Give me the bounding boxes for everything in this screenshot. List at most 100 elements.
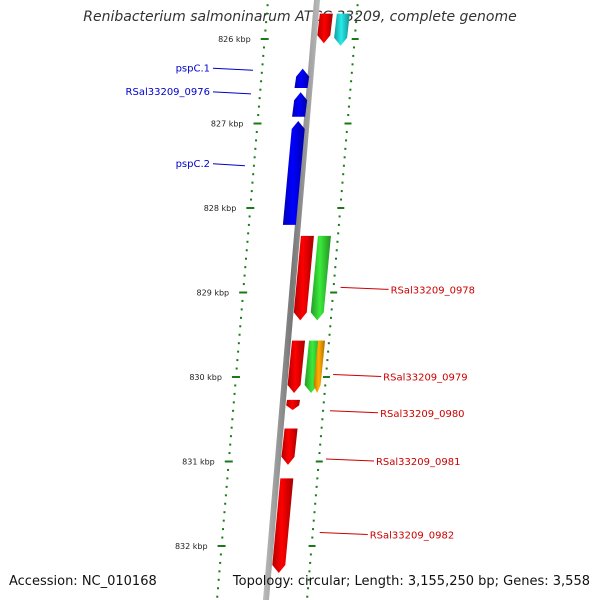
minor-tick-left <box>235 367 238 370</box>
minor-tick-left <box>223 511 226 514</box>
minor-tick-right <box>330 308 333 311</box>
gene-label[interactable]: RSal33209_0980 <box>380 409 464 420</box>
minor-tick-right <box>331 299 334 302</box>
major-tick-left <box>260 38 269 40</box>
minor-tick-right <box>352 54 355 57</box>
minor-tick-left <box>247 232 250 235</box>
minor-tick-right <box>337 232 340 235</box>
minor-tick-left <box>219 553 222 556</box>
minor-tick-right <box>311 536 314 539</box>
minor-tick-right <box>307 578 310 581</box>
major-tick-left <box>217 545 226 547</box>
minor-tick-right <box>333 274 336 277</box>
scale-tick-label: 829 kbp <box>197 289 230 298</box>
minor-tick-left <box>248 215 251 218</box>
scale-tick-label: 830 kbp <box>189 373 222 382</box>
major-tick-right <box>337 207 345 209</box>
feature-gene-0979-b[interactable] <box>313 340 326 394</box>
scale-tick-label: 827 kbp <box>211 120 244 129</box>
topology-text: Topology: circular; Length: 3,155,250 bp… <box>232 574 590 589</box>
gene-label[interactable]: RSal33209_0982 <box>370 530 454 541</box>
minor-tick-left <box>222 519 225 522</box>
minor-tick-left <box>245 257 248 260</box>
minor-tick-left <box>265 12 268 15</box>
label-leader-line <box>340 286 389 290</box>
minor-tick-right <box>328 333 331 336</box>
minor-tick-left <box>232 409 235 412</box>
feature-gene-0978[interactable] <box>310 235 331 321</box>
minor-tick-left <box>219 561 222 564</box>
gene-label[interactable]: RSal33209_0981 <box>376 457 460 468</box>
minor-tick-right <box>306 587 309 590</box>
minor-tick-left <box>226 477 229 480</box>
label-layer: pspC.1 RSal33209_0976 pspC.2 RSal33209_0978… <box>126 63 476 541</box>
minor-tick-right <box>351 63 354 66</box>
minor-tick-left <box>230 426 233 429</box>
feature-cds-forward-1[interactable] <box>294 68 310 89</box>
minor-tick-left <box>232 401 235 404</box>
feature-cds-reverse-0981[interactable] <box>281 428 298 465</box>
gene-label[interactable]: RSal33209_0976 <box>126 87 210 98</box>
minor-tick-left <box>255 130 258 133</box>
feature-cds-reverse-0979[interactable] <box>287 340 306 394</box>
minor-tick-left <box>266 4 269 7</box>
minor-tick-left <box>225 485 228 488</box>
map-title: Renibacterium salmoninarum ATCC 33209, c… <box>83 9 517 25</box>
feature-cds-reverse-top[interactable] <box>317 13 333 44</box>
minor-tick-left <box>221 536 224 539</box>
feature-cds-reverse-0978[interactable] <box>293 235 314 321</box>
minor-tick-left <box>251 181 254 184</box>
minor-tick-right <box>314 502 317 505</box>
feature-cds-reverse-0982[interactable] <box>272 478 294 574</box>
label-leader-line <box>333 373 382 377</box>
minor-tick-left <box>245 249 248 252</box>
backbone-layer <box>263 0 320 600</box>
gene-label[interactable]: pspC.2 <box>176 159 210 170</box>
minor-tick-right <box>337 223 340 226</box>
major-tick-left <box>224 460 233 463</box>
minor-tick-left <box>257 105 260 108</box>
major-tick-left <box>253 122 262 125</box>
minor-tick-left <box>224 494 227 497</box>
scale-tick-label: 832 kbp <box>175 542 208 551</box>
scale-tick-label: 826 kbp <box>218 35 251 44</box>
minor-tick-right <box>347 105 350 108</box>
minor-tick-right <box>318 452 321 455</box>
minor-tick-right <box>314 494 317 497</box>
minor-tick-left <box>244 266 247 269</box>
feature-cds-forward-2[interactable] <box>292 92 308 117</box>
minor-tick-left <box>239 325 242 328</box>
minor-tick-left <box>216 587 219 590</box>
minor-tick-right <box>338 215 341 218</box>
gene-label[interactable]: RSal33209_0979 <box>383 372 467 383</box>
minor-tick-right <box>341 181 344 184</box>
minor-tick-left <box>222 528 225 531</box>
minor-tick-left <box>246 240 249 243</box>
major-tick-right <box>308 545 316 547</box>
minor-tick-right <box>326 359 329 362</box>
minor-tick-left <box>236 359 239 362</box>
feature-cds-forward-3[interactable] <box>282 120 305 225</box>
major-tick-right <box>344 122 352 125</box>
major-tick-right <box>330 291 338 294</box>
gene-label[interactable]: RSal33209_0978 <box>391 285 475 296</box>
minor-tick-right <box>321 418 324 421</box>
gene-label[interactable]: pspC.1 <box>176 63 210 74</box>
minor-tick-right <box>327 350 330 353</box>
minor-tick-left <box>253 156 256 159</box>
minor-tick-right <box>354 29 357 32</box>
feature-cds-reverse-0980[interactable] <box>286 399 301 410</box>
minor-tick-left <box>231 418 234 421</box>
minor-tick-left <box>216 595 219 598</box>
feature-gene-top[interactable] <box>334 13 350 46</box>
feature-layer <box>272 13 350 574</box>
minor-tick-left <box>257 114 260 117</box>
minor-tick-right <box>342 173 345 176</box>
minor-tick-right <box>349 88 352 91</box>
minor-tick-right <box>343 156 346 159</box>
label-leader-line <box>330 410 379 414</box>
minor-tick-right <box>342 164 345 167</box>
minor-tick-left <box>233 392 236 395</box>
label-leader-line <box>319 531 368 535</box>
